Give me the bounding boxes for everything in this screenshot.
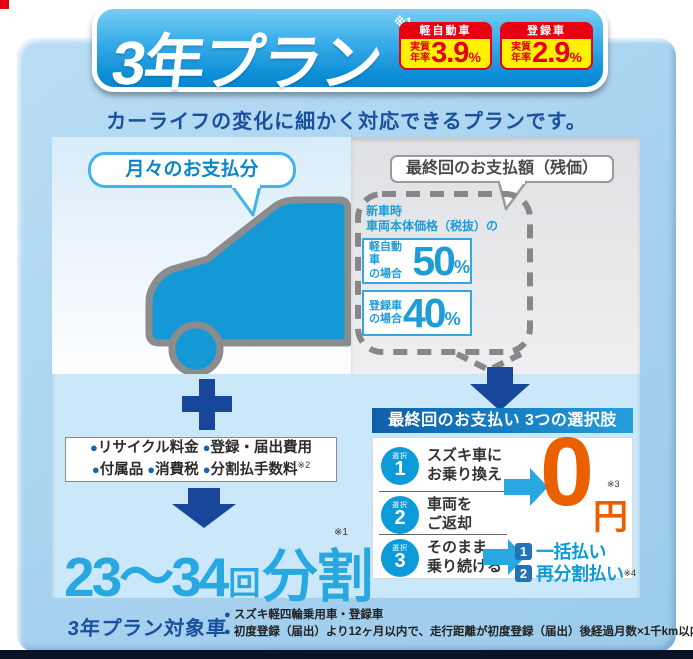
car-front-wheel (168, 321, 224, 374)
cost-line-2: ●付属品 ●消費税 ●分割払手数料※2 (91, 459, 311, 478)
rate-label: 登録車 の場合 (369, 299, 402, 325)
residual-dashed-outline (355, 191, 533, 374)
result-note: ※4 (623, 567, 637, 578)
rate-label: 軽自動車 の場合 (369, 241, 402, 280)
corner-red-mark (0, 0, 9, 9)
zero-yen-value: 0 (540, 417, 594, 526)
down-arrow-icon (470, 367, 530, 411)
bullet-icon: ● (202, 440, 211, 456)
right-arrow-icon (483, 539, 525, 575)
rate-unit: % (444, 309, 461, 329)
right-arrow-icon (504, 468, 548, 506)
badge-rate-unit: % (468, 49, 481, 65)
rate-badge-kei: 軽自動車 実質 年率 3.9 % (399, 22, 492, 70)
costs-note: ※2 (297, 459, 311, 470)
plus-icon (182, 379, 232, 430)
badge-rate-value: 2.9 (532, 37, 570, 69)
installment-range: 23〜34 (64, 546, 229, 609)
eligible-cars-notes: ● スズキ軽四輪乗用車・登録車 ● 初度登録（届出）より12ヶ月以内で、走行距離… (224, 607, 693, 641)
installment-note: ※1 (334, 527, 348, 538)
bullet-icon: ● (224, 609, 231, 621)
eligible-cars-title: 3年プラン対象車 (66, 618, 228, 640)
rate-badges: 軽自動車 実質 年率 3.9 % 登録車 実質 年率 2.9 % (399, 22, 593, 70)
bullet-icon: ● (147, 461, 156, 477)
rate-unit: % (453, 257, 470, 277)
down-arrow-icon (172, 488, 236, 528)
option3-result-2: 2 再分割払い ※4 (515, 560, 636, 586)
bullet-icon: ● (224, 626, 231, 638)
residual-basis-text: 新車時 車両本体価格（税抜）の (366, 204, 499, 233)
residual-rate-box-kei: 軽自動車 の場合 50 % (362, 238, 472, 284)
option-1-badge: 選択 1 (381, 447, 419, 485)
cost-line-1: ●リサイクル料金 ●登録・届出費用 (89, 440, 313, 457)
eligible-note-1: ● スズキ軽四輪乗用車・登録車 (224, 609, 384, 621)
option-1-label: スズキ車に お乗り換え (427, 447, 503, 483)
rate-badge-registered: 登録車 実質 年率 2.9 % (500, 22, 593, 70)
eligible-note-2: ● 初度登録（届出）より12ヶ月以内で、走行距離が初度登録（届出）後経過月数×1… (224, 626, 693, 638)
bullet-icon: ● (89, 440, 98, 456)
final-payment-bubble: 最終回のお支払額（残価） (390, 155, 614, 183)
divider (379, 534, 507, 535)
installment-unit: 回 (228, 565, 261, 601)
options-banner: 最終回のお支払い 3つの選択肢 (372, 408, 633, 433)
badge-rate-prefix: 実質 年率 (511, 42, 532, 64)
installment-word: 分割 (261, 544, 373, 609)
monthly-bubble-tail (230, 184, 262, 217)
bullet-icon: ● (202, 461, 211, 477)
badge-rate-value: 3.9 (431, 37, 469, 69)
tagline: カーライフの変化に細かく対応できるプランです。 (106, 111, 587, 133)
option-2-label: 車両を ご返却 (427, 496, 473, 532)
options-box: 選択 1 スズキ車に お乗り換え 選択 2 車両を ご返却 選択 3 そのまま 乗り続ける … (372, 417, 636, 584)
zero-yen-note: ※3 (607, 479, 620, 489)
result-number-badge: 2 (515, 564, 532, 582)
car-silhouette-illustration (145, 196, 351, 374)
rate-value: 40 (403, 289, 447, 336)
option-2-badge: 選択 2 (381, 496, 419, 534)
installments-count: 23〜34 回 分割 ※1 (64, 527, 373, 609)
result-number-badge: 1 (515, 542, 532, 560)
option3-result-1: 1 一括払い (515, 538, 607, 564)
zero-yen-unit: 円 (593, 498, 629, 537)
badge-label: 軽自動車 (401, 24, 490, 39)
divider (379, 491, 507, 492)
bullet-icon: ● (91, 461, 100, 477)
badge-label: 登録車 (502, 24, 591, 39)
bottom-navy-bar (0, 650, 693, 659)
option-3-badge: 選択 3 (381, 539, 419, 577)
monthly-payment-bubble: 月々のお支払分 (88, 152, 296, 188)
residual-rate-box-registered: 登録車 の場合 40 % (362, 290, 472, 336)
plan-title: 3年プラン (108, 29, 385, 97)
included-costs-box: ●リサイクル料金 ●登録・届出費用 ●付属品 ●消費税 ●分割払手数料※2 (65, 437, 337, 482)
badge-rate-unit: % (569, 49, 582, 65)
badge-rate-prefix: 実質 年率 (410, 42, 431, 64)
rate-value: 50 (412, 237, 456, 284)
